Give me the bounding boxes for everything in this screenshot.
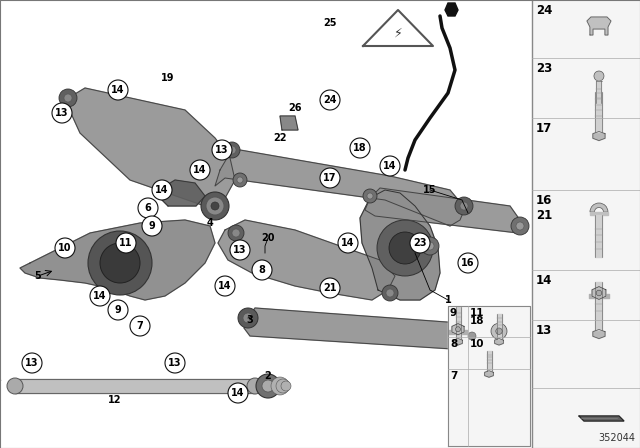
Circle shape	[276, 379, 290, 393]
Circle shape	[256, 374, 280, 398]
Text: 14: 14	[156, 185, 169, 195]
Text: 9: 9	[115, 305, 122, 315]
Text: 14: 14	[536, 274, 552, 287]
Circle shape	[22, 353, 42, 373]
Circle shape	[511, 217, 529, 235]
Circle shape	[88, 231, 152, 295]
Circle shape	[386, 289, 394, 297]
Text: 10: 10	[58, 243, 72, 253]
Text: 10: 10	[470, 339, 484, 349]
Text: 24: 24	[323, 95, 337, 105]
Circle shape	[228, 383, 248, 403]
Text: 14: 14	[218, 281, 232, 291]
Text: 21: 21	[323, 283, 337, 293]
Circle shape	[496, 328, 502, 334]
Circle shape	[363, 189, 377, 203]
Polygon shape	[280, 116, 298, 130]
Circle shape	[594, 71, 604, 81]
Text: 14: 14	[193, 165, 207, 175]
Circle shape	[215, 276, 235, 296]
Text: 17: 17	[536, 122, 552, 135]
Circle shape	[238, 308, 258, 328]
Polygon shape	[590, 212, 608, 215]
Polygon shape	[532, 0, 640, 448]
Circle shape	[232, 229, 240, 237]
Text: 18: 18	[470, 316, 484, 326]
Text: 19: 19	[161, 73, 175, 83]
Polygon shape	[445, 3, 458, 16]
Text: 13: 13	[168, 358, 182, 368]
Circle shape	[491, 323, 507, 339]
Text: 13: 13	[536, 324, 552, 337]
Text: 26: 26	[288, 103, 301, 113]
Text: 18: 18	[353, 143, 367, 153]
Circle shape	[201, 192, 229, 220]
Circle shape	[212, 140, 232, 160]
Circle shape	[252, 260, 272, 280]
Text: 11: 11	[470, 308, 484, 318]
Text: 23: 23	[413, 238, 427, 248]
Circle shape	[382, 285, 398, 301]
Wedge shape	[590, 203, 608, 212]
Circle shape	[455, 197, 473, 215]
Circle shape	[271, 377, 289, 395]
Text: 22: 22	[273, 133, 287, 143]
Polygon shape	[592, 287, 606, 299]
Text: 4: 4	[207, 218, 213, 228]
Polygon shape	[484, 371, 493, 377]
Text: 7: 7	[450, 371, 458, 381]
Circle shape	[90, 286, 110, 306]
Text: 11: 11	[119, 238, 132, 248]
Circle shape	[338, 233, 358, 253]
Text: 16: 16	[461, 258, 475, 268]
Circle shape	[247, 378, 263, 394]
Circle shape	[206, 197, 224, 215]
Text: 14: 14	[93, 291, 107, 301]
Text: 5: 5	[35, 271, 42, 281]
Circle shape	[458, 253, 478, 273]
Polygon shape	[215, 150, 465, 226]
Polygon shape	[495, 339, 503, 345]
Text: 9: 9	[450, 308, 457, 318]
Polygon shape	[587, 17, 611, 35]
Polygon shape	[448, 306, 530, 446]
Circle shape	[367, 193, 373, 199]
Text: 8: 8	[450, 339, 457, 349]
Polygon shape	[218, 220, 395, 300]
Circle shape	[59, 89, 77, 107]
Circle shape	[228, 146, 236, 154]
Polygon shape	[452, 323, 464, 335]
Circle shape	[243, 313, 253, 323]
Polygon shape	[365, 188, 522, 233]
Circle shape	[224, 142, 240, 158]
Circle shape	[456, 327, 460, 332]
Circle shape	[350, 138, 370, 158]
Text: 14: 14	[383, 161, 397, 171]
Polygon shape	[593, 131, 605, 141]
Circle shape	[463, 327, 481, 345]
Text: ⚡: ⚡	[394, 26, 403, 39]
Text: 352044: 352044	[598, 433, 635, 443]
Circle shape	[468, 332, 476, 340]
Text: 13: 13	[25, 358, 39, 368]
Polygon shape	[593, 329, 605, 339]
Polygon shape	[0, 379, 1, 381]
Text: 13: 13	[233, 245, 247, 255]
Circle shape	[100, 243, 140, 283]
Circle shape	[152, 180, 172, 200]
Text: 7: 7	[136, 321, 143, 331]
Circle shape	[142, 216, 162, 236]
Text: 12: 12	[108, 395, 122, 405]
Text: 20: 20	[261, 233, 275, 243]
Text: 8: 8	[259, 265, 266, 275]
Polygon shape	[65, 88, 235, 206]
Text: 14: 14	[231, 388, 244, 398]
Circle shape	[516, 222, 524, 230]
Polygon shape	[162, 180, 205, 206]
Polygon shape	[244, 308, 472, 350]
Circle shape	[460, 202, 468, 210]
Circle shape	[233, 173, 247, 187]
Text: 14: 14	[341, 238, 355, 248]
Polygon shape	[360, 190, 440, 300]
